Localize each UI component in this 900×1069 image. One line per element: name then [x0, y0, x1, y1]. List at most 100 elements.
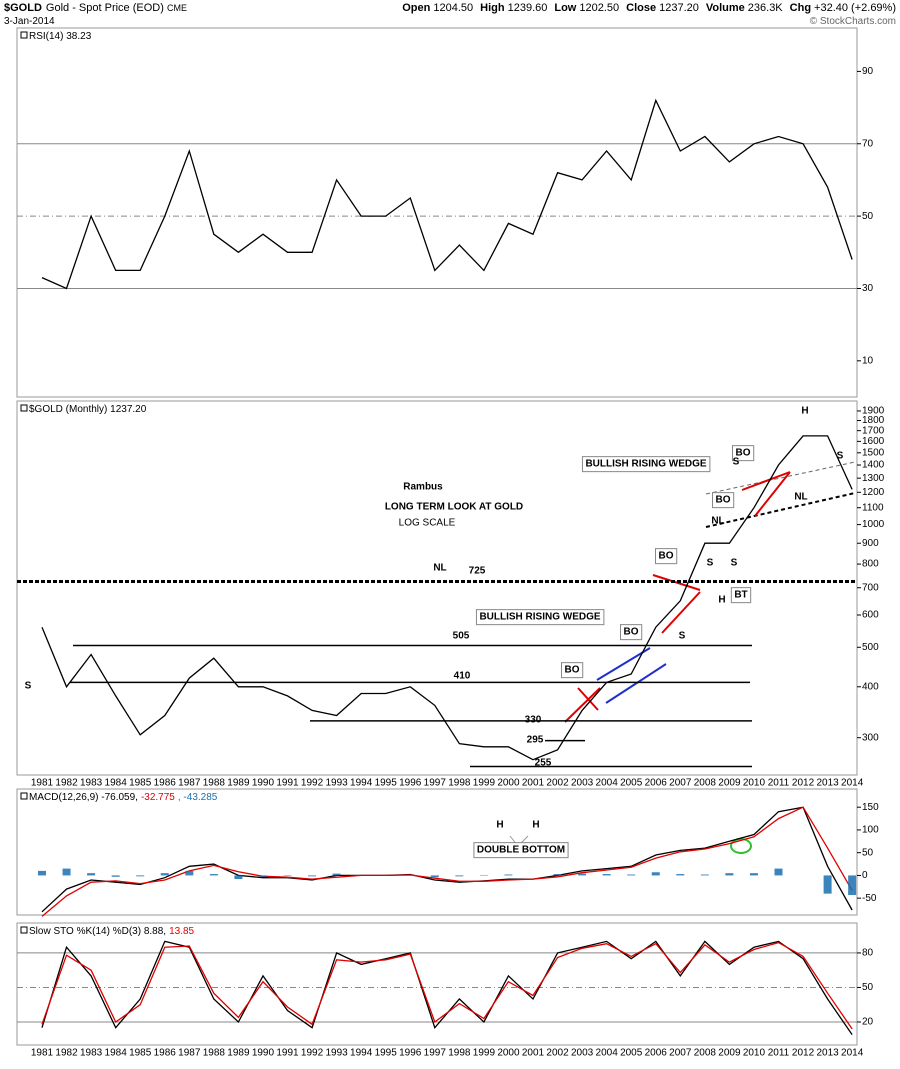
x-tick-label: 2011: [768, 778, 790, 789]
annotation: S: [679, 631, 686, 642]
annotation-box: [712, 492, 735, 509]
wedge-line: [754, 471, 791, 517]
x-tick-label: 1988: [203, 1048, 226, 1059]
histogram-bar: [700, 874, 709, 876]
quote-label: Open: [402, 2, 431, 14]
annotation-box: [581, 456, 711, 473]
x-tick-label: 2013: [816, 778, 839, 789]
x-tick-label: 1985: [129, 778, 152, 789]
quote-field: Chg +32.40 (+2.69%): [790, 2, 896, 15]
panel-title-part: MACD(12,26,9) -76.059,: [29, 792, 138, 803]
wedge-line: [605, 663, 667, 704]
x-tick-label: 1987: [178, 1048, 201, 1059]
y-tick-label: 800: [862, 559, 879, 570]
y-tick-label: 400: [862, 681, 879, 692]
series-line: [41, 806, 853, 913]
x-tick-label: 1992: [301, 778, 324, 789]
x-tick-label: 1987: [178, 778, 201, 789]
histogram-bar: [676, 874, 685, 876]
y-tick-label: 50: [862, 211, 874, 222]
histogram-bar: [651, 872, 660, 876]
x-tick-label: 1999: [473, 1048, 496, 1059]
annotation: S: [25, 681, 32, 692]
x-tick-label: 2003: [571, 1048, 594, 1059]
quote-field: Volume 236.3K: [706, 2, 783, 15]
annotation: DOUBLE BOTTOM: [477, 845, 565, 856]
x-tick-label: 2012: [792, 778, 815, 789]
level-label: 505: [453, 631, 470, 642]
annotation: S: [707, 558, 714, 569]
histogram-bar: [430, 875, 439, 878]
legend-swatch: [20, 31, 28, 39]
y-tick-label: 30: [862, 283, 874, 294]
annotation: Rambus: [403, 482, 443, 493]
histogram-bar: [160, 873, 169, 876]
annotation-box: [475, 609, 605, 626]
x-tick-label: 2013: [816, 1048, 839, 1059]
annotation: BO: [565, 665, 580, 676]
annotation: BT: [734, 590, 747, 601]
histogram-bar: [258, 875, 267, 877]
histogram-bar: [848, 875, 857, 895]
y-tick-label: 1500: [862, 447, 885, 458]
histogram-bar: [308, 875, 317, 877]
annotation: S: [733, 457, 740, 468]
x-tick-label: 2009: [718, 778, 741, 789]
quote-value: 236.3K: [747, 2, 783, 14]
histogram-bar: [823, 875, 832, 894]
y-tick-label: 1100: [862, 502, 884, 513]
x-tick-label: 1985: [129, 1048, 152, 1059]
y-tick-label: 1800: [862, 415, 885, 426]
header-row: $GOLD Gold - Spot Price (EOD) CME Open 120…: [4, 2, 896, 15]
x-tick-label: 2010: [743, 1048, 766, 1059]
annotation-box: [732, 445, 755, 462]
level-label: 295: [527, 735, 544, 746]
panel-title: $GOLD (Monthly) 1237.20: [29, 404, 147, 415]
annotation: BO: [624, 627, 639, 638]
annotation: NL: [711, 516, 724, 527]
quote-value: 1204.50: [433, 2, 474, 14]
y-tick-label: 90: [862, 66, 874, 77]
series-line: [41, 941, 853, 1030]
header: $GOLD Gold - Spot Price (EOD) CME Open 120…: [4, 2, 896, 28]
histogram-bar: [62, 868, 71, 876]
y-tick-label: 20: [862, 1017, 874, 1028]
quote-field: Low 1202.50: [554, 2, 619, 15]
y-tick-label: 1400: [862, 460, 885, 471]
level-label: 255: [535, 758, 552, 769]
y-tick-label: -50: [862, 893, 877, 904]
panel-title-part: , -43.285: [178, 792, 218, 803]
annotation: H: [718, 595, 725, 606]
quote-label: High: [480, 2, 505, 14]
x-tick-label: 1991: [276, 778, 299, 789]
wedge-line: [661, 591, 701, 634]
histogram-bar: [627, 874, 636, 876]
wedge-line: [577, 687, 599, 711]
annotation: NL: [794, 492, 807, 503]
decorations: [509, 461, 856, 854]
x-tick-label: 2014: [841, 1048, 864, 1059]
x-tick-label: 1992: [301, 1048, 324, 1059]
x-tick-label: 1990: [252, 778, 275, 789]
x-tick-label: 2005: [620, 778, 643, 789]
header-row: 3-Jan-2014 © StockCharts.com: [4, 15, 896, 28]
x-tick-label: 2007: [669, 778, 692, 789]
annotation: H: [532, 820, 539, 831]
y-tick-label: 1300: [862, 473, 885, 484]
series-line: [41, 806, 853, 917]
x-tick-label: 2006: [645, 778, 668, 789]
x-tick-label: 1994: [350, 1048, 373, 1059]
panel-frame: [16, 922, 858, 1046]
x-tick-label: 1996: [399, 1048, 422, 1059]
y-tick-label: 100: [862, 825, 879, 836]
wedge-line: [564, 687, 601, 723]
annotation: BO: [659, 551, 674, 562]
x-tick-label: 1991: [276, 1048, 299, 1059]
y-tick-label: 50: [862, 847, 874, 858]
panel-frame: [16, 788, 858, 916]
x-tick-label: 2000: [497, 1048, 520, 1059]
x-tick-label: 1999: [473, 778, 496, 789]
y-tick-label: 1900: [862, 406, 885, 417]
quote-label: Chg: [789, 2, 812, 14]
